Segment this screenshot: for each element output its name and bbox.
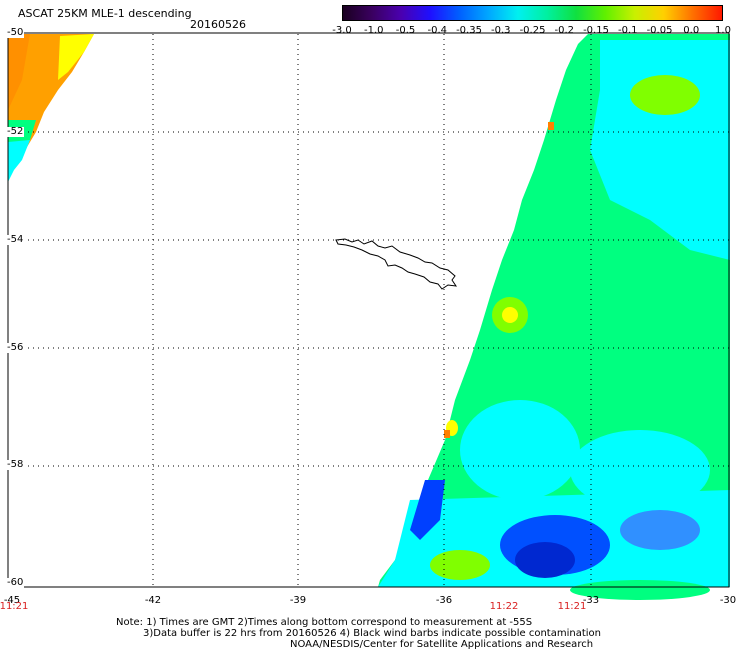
colorbar-label: 0.0 bbox=[683, 25, 700, 36]
colorbar-label: -1.0 bbox=[363, 25, 384, 36]
lat-label-50: -50 bbox=[6, 27, 25, 38]
lat-label-60: -60 bbox=[6, 577, 25, 588]
colorbar-label: -0.35 bbox=[456, 25, 482, 36]
swath-corner-yellow bbox=[58, 34, 94, 80]
time-label-middle: 11:22 bbox=[489, 601, 519, 612]
island-outline bbox=[335, 238, 458, 290]
colorbar bbox=[342, 5, 723, 21]
note-line-1: Note: 1) Times are GMT 2)Times along bot… bbox=[116, 617, 533, 628]
colorbar-label: -0.5 bbox=[395, 25, 416, 36]
lon-label-36: -36 bbox=[435, 595, 453, 606]
swath-lime-south bbox=[430, 550, 490, 580]
graticule bbox=[8, 34, 729, 587]
time-label-right: 11:21 bbox=[557, 601, 587, 612]
lon-label-39: -39 bbox=[289, 595, 307, 606]
colorbar-label: -0.4 bbox=[427, 25, 448, 36]
colorbar-label: -0.1 bbox=[617, 25, 638, 36]
colorbar-label: -0.05 bbox=[646, 25, 673, 36]
swath-orange-cell bbox=[444, 430, 450, 438]
swath-blue-east bbox=[620, 510, 700, 550]
lat-label-54: -54 bbox=[6, 234, 25, 245]
lat-label-56: -56 bbox=[6, 342, 25, 353]
product-date: 20160526 bbox=[190, 18, 246, 31]
product-title: ASCAT 25KM MLE-1 descending bbox=[18, 7, 192, 20]
swath-green-south bbox=[570, 580, 710, 600]
lat-label-52: -52 bbox=[6, 126, 25, 137]
colorbar-label: -0.2 bbox=[554, 25, 575, 36]
swath-cyan-mid bbox=[460, 400, 580, 500]
swath-yellow-mid bbox=[502, 307, 518, 323]
colorbar-label: -0.25 bbox=[519, 25, 546, 36]
time-label-left: 11:21 bbox=[0, 601, 29, 612]
lon-label-42: -42 bbox=[144, 595, 162, 606]
map-frame bbox=[7, 32, 730, 588]
lat-label-58: -58 bbox=[6, 459, 25, 470]
lon-label-30: -30 bbox=[719, 595, 737, 606]
lon-label-33: -33 bbox=[582, 595, 600, 606]
colorbar-label: -0.15 bbox=[583, 25, 609, 36]
lon-label-45: -45 bbox=[3, 595, 21, 606]
swath-cyan-east bbox=[570, 430, 710, 510]
swath-lime-north bbox=[630, 75, 700, 115]
swath-corner-topleft bbox=[8, 34, 94, 182]
colorbar-label: -0.3 bbox=[490, 25, 511, 36]
swath-blue-deep bbox=[515, 542, 575, 578]
swath-orange-top bbox=[548, 122, 554, 130]
colorbar-label: 1.0 bbox=[715, 25, 731, 36]
swath-corner-inner bbox=[8, 34, 30, 110]
wind-swath bbox=[8, 34, 730, 600]
note-line-3: NOAA/NESDIS/Center for Satellite Applica… bbox=[290, 639, 594, 650]
swath-corner-cyan bbox=[8, 140, 30, 182]
colorbar-label: -3.0 bbox=[332, 25, 352, 36]
swath-blue-west bbox=[410, 480, 445, 540]
note-line-2: 3)Data buffer is 22 hrs from 20160526 4)… bbox=[143, 628, 601, 639]
